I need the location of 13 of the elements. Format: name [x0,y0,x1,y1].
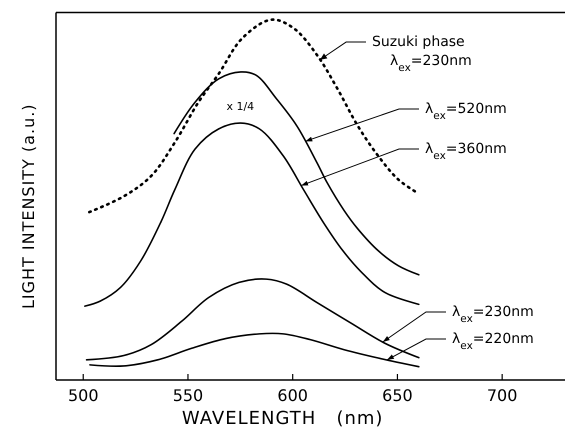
text: λ$_{ex}$=360nm [425,141,507,162]
y-axis-title: LIGHT INTENSITY (a.u.) [19,103,38,310]
x-tick-label: 600 [277,386,308,405]
legend-label: Suzuki phase λ$_{ex}$=230nm [372,34,472,74]
x-tick-label: 500 [68,386,99,405]
text: λ$_{ex}$=230nm [452,304,534,325]
x-tick-label: 700 [486,386,518,405]
x-tick-label: 550 [172,386,204,405]
legend-label: λ$_{ex}$=220nm [452,331,534,352]
annotation: x 1/4 [226,100,254,113]
x-axis-title: WAVELENGTH (nm) [182,408,384,429]
x-tick-label: 650 [382,386,413,405]
text: λ$_{ex}$=520nm [425,101,507,122]
